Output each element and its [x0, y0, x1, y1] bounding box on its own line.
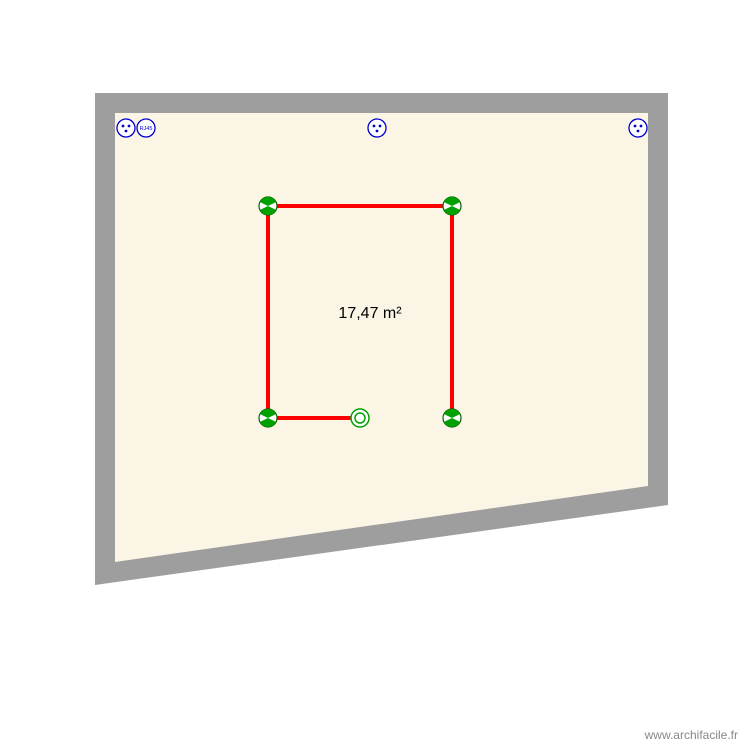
socket-icon [368, 119, 386, 137]
rj45-outlet-icon: RJ45 [137, 119, 155, 137]
socket-icon [117, 119, 135, 137]
socket-icon [629, 119, 647, 137]
corner-node [259, 409, 277, 427]
corner-node [443, 197, 461, 215]
corner-node [443, 409, 461, 427]
target-node [351, 409, 369, 427]
floor [115, 113, 648, 562]
svg-text:RJ45: RJ45 [140, 126, 153, 132]
floor-plan: RJ45 17,47 m² [0, 0, 750, 750]
corner-node [259, 197, 277, 215]
watermark-text: www.archifacile.fr [645, 728, 738, 742]
area-label: 17,47 m² [338, 305, 402, 322]
